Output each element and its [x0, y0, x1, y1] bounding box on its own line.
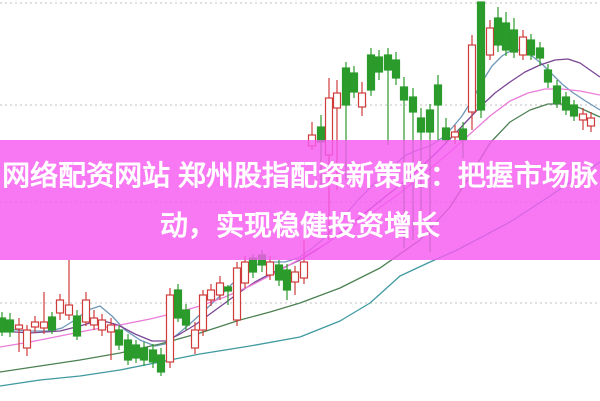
down-candle	[131, 340, 141, 363]
down-candle	[148, 344, 158, 368]
down-candle	[561, 92, 571, 115]
up-candle	[240, 256, 250, 288]
candles	[0, 1, 596, 376]
up-candle	[198, 290, 208, 336]
down-candle	[349, 66, 359, 98]
up-candle	[586, 112, 596, 132]
down-candle	[476, 1, 486, 118]
up-candle	[30, 316, 40, 333]
up-candle	[290, 266, 300, 295]
down-candle	[223, 285, 233, 305]
up-candle	[106, 318, 116, 360]
up-candle	[22, 325, 32, 356]
up-candle	[578, 108, 588, 130]
title-banner: 网络配资网站 郑州股指配资新策略：把握市场脉 动，实现稳健投资增长	[0, 140, 600, 260]
up-candle	[357, 82, 367, 116]
down-candle	[535, 42, 545, 66]
up-candle	[265, 256, 275, 280]
down-candle	[526, 34, 536, 60]
down-candle	[493, 7, 503, 52]
down-candle	[156, 348, 166, 376]
down-candle	[374, 50, 384, 80]
up-candle	[14, 318, 24, 352]
down-candle	[0, 312, 7, 336]
up-candle	[97, 314, 107, 336]
down-candle	[123, 334, 133, 365]
down-candle	[433, 75, 443, 140]
down-candle	[72, 310, 82, 340]
down-candle	[391, 52, 401, 85]
down-candle	[543, 64, 553, 88]
up-candle	[89, 310, 99, 330]
up-candle	[81, 292, 91, 326]
down-candle	[282, 264, 292, 300]
up-candle	[206, 284, 216, 306]
up-candle	[232, 262, 242, 326]
down-candle	[5, 313, 15, 337]
up-candle	[64, 260, 74, 320]
banner-title-line2: 动，实现稳健投资增长	[159, 210, 440, 241]
up-candle	[485, 20, 495, 60]
down-candle	[383, 48, 393, 145]
up-candle	[39, 292, 49, 334]
down-candle	[47, 312, 57, 334]
down-candle	[114, 325, 124, 350]
up-candle	[55, 294, 65, 320]
up-candle	[165, 288, 175, 368]
down-candle	[366, 48, 376, 96]
banner-title-line1: 网络配资网站 郑州股指配资新策略：把握市场脉	[2, 160, 598, 191]
up-candle	[215, 276, 225, 300]
up-candle	[518, 30, 528, 60]
down-candle	[552, 80, 562, 108]
up-candle	[190, 322, 200, 354]
down-candle	[501, 12, 511, 56]
down-candle	[173, 284, 183, 322]
down-candle	[569, 100, 579, 121]
up-candle	[467, 35, 477, 130]
down-candle	[509, 18, 519, 58]
down-candle	[181, 304, 191, 330]
down-candle	[139, 342, 149, 366]
down-candle	[274, 260, 284, 286]
